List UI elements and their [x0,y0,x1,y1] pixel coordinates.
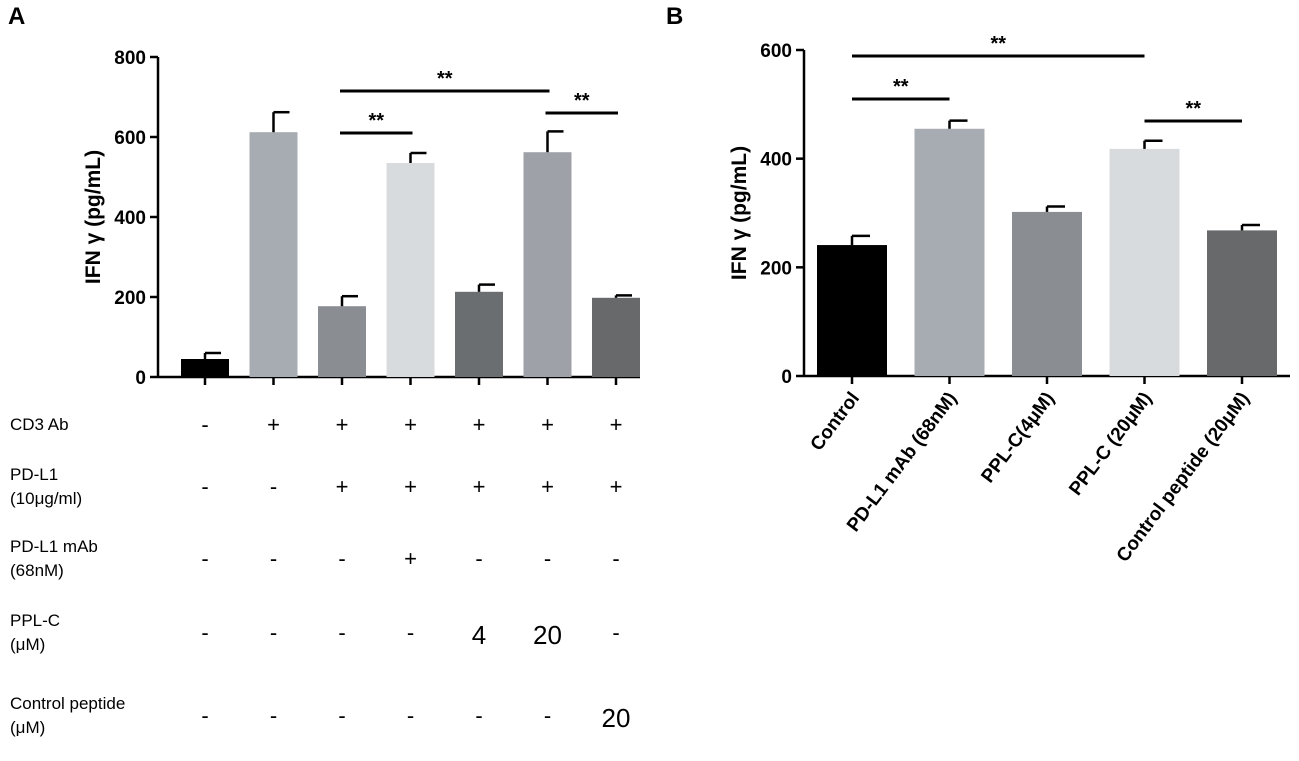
table-cell: 4 [472,620,486,650]
bar [386,163,435,377]
y-tick-label: 400 [114,208,146,229]
table-cell: - [201,703,208,728]
table-cell: + [404,474,417,499]
y-tick-label: 200 [114,288,146,309]
table-cell: - [612,620,619,645]
table-cell: - [338,620,345,645]
table-cell: - [612,546,619,571]
row-label-unit: (μM) [10,718,45,737]
y-tick-label: 600 [760,41,792,62]
y-tick-label: 0 [135,368,146,389]
row-label-unit: (10μg/ml) [10,489,82,508]
table-cell: - [338,546,345,571]
panel-a-label: A [8,3,25,30]
table-cell: - [338,703,345,728]
table-cell: - [270,703,277,728]
bar [181,359,229,377]
y-axis-label: IFN γ (pg/mL) [82,150,105,284]
table-cell: + [541,412,554,437]
x-category-label: Control [807,388,864,455]
row-label: CD3 Ab [10,415,69,434]
table-cell: - [201,412,208,437]
row-label: PPL-C [10,611,60,630]
table-cell: - [407,703,414,728]
bar [592,297,640,377]
table-cell: + [267,412,280,437]
table-cell: + [336,412,349,437]
y-tick-label: 600 [114,128,146,149]
significance-stars: ** [437,68,453,90]
table-cell: + [404,546,417,571]
x-category-label: PD-L1 mAb (68nM) [843,388,961,536]
table-cell: - [270,474,277,499]
significance-stars: ** [1185,98,1201,120]
significance-stars: ** [368,110,384,132]
x-category-label: PPL-C(4μM) [977,388,1059,487]
table-cell: - [407,620,414,645]
table-cell: + [541,474,554,499]
bar [1109,148,1180,376]
bar [455,291,503,377]
bar [1012,211,1082,376]
chart-b: 0 200 400 600 IFN γ (pg/mL) ** ** ** ControlPD-L… [728,33,1290,566]
y-axis-label: IFN γ (pg/mL) [728,146,751,280]
y-tick-label: 0 [781,367,792,388]
bar [914,128,985,376]
bar [817,245,887,376]
y-tick-label: 800 [114,48,146,69]
table-cell: + [610,412,623,437]
x-category-label: PPL-C (20μM) [1065,388,1156,499]
table-cell: - [270,620,277,645]
bar [523,152,572,377]
table-cell: - [201,620,208,645]
row-label: PD-L1 mAb [10,537,98,556]
row-label-unit: (μM) [10,635,45,654]
significance-stars: ** [893,76,909,98]
table-cell: + [610,474,623,499]
row-label: Control peptide [10,694,125,713]
condition-table-a: CD3 Ab - + + + + + + PD-L1 (10μg/ml) - - + + + + + PD-L1 … [10,412,630,737]
bar [1207,230,1277,376]
table-cell: - [475,703,482,728]
significance-stars: ** [990,33,1006,55]
table-cell: - [201,474,208,499]
table-cell: - [544,546,551,571]
table-cell: - [201,546,208,571]
chart-a: 0 200 400 600 800 IFN γ (pg/mL) ** ** ** [82,48,640,389]
table-cell: 20 [533,620,562,650]
table-cell: - [475,546,482,571]
table-cell: 20 [602,703,631,733]
table-cell: - [544,703,551,728]
row-label: PD-L1 [10,465,58,484]
y-tick-label: 200 [760,258,792,279]
table-cell: - [270,546,277,571]
significance-stars: ** [574,90,590,112]
table-cell: + [336,474,349,499]
table-cell: + [473,412,486,437]
panel-b-label: B [666,3,683,30]
bar [318,306,366,377]
row-label-unit: (68nM) [10,561,64,580]
y-tick-label: 400 [760,150,792,171]
table-cell: + [473,474,486,499]
bar [249,132,298,377]
table-cell: + [404,412,417,437]
